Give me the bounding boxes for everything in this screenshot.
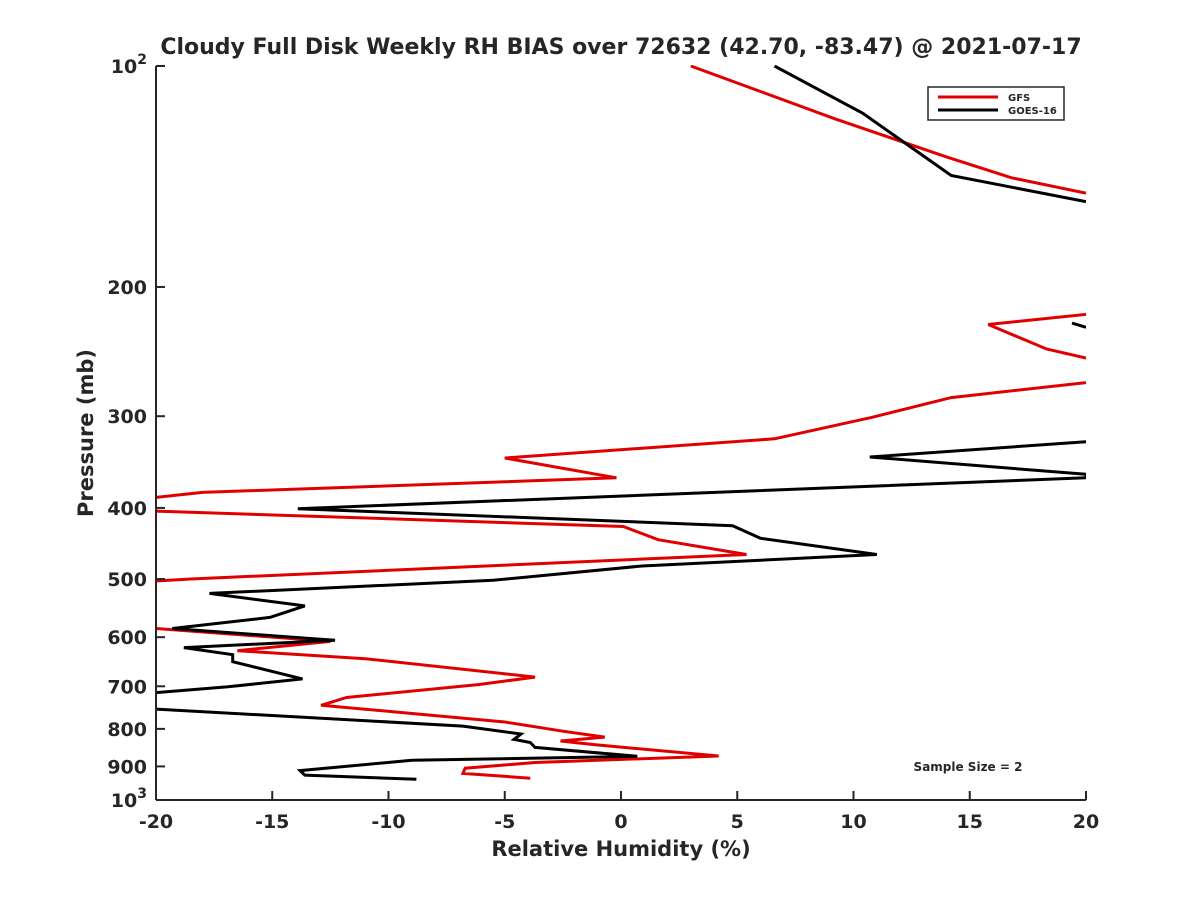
y-tick-label: 500 xyxy=(107,569,147,591)
y-tick-label: 900 xyxy=(107,756,147,778)
series-line-goes-16-seg-2 xyxy=(156,440,1086,695)
y-tick-label: 200 xyxy=(107,277,147,299)
series-line-gfs-seg-1 xyxy=(987,312,1086,360)
series-line-gfs-seg-4 xyxy=(156,627,719,780)
y-tick-label: 700 xyxy=(107,676,147,698)
series-line-goes-16-seg-1 xyxy=(1071,321,1086,329)
x-tick-label: 0 xyxy=(614,811,627,833)
x-tick-label: 20 xyxy=(1073,811,1099,833)
series-layer xyxy=(156,65,1086,781)
legend-label-goes-16: GOES-16 xyxy=(1008,106,1057,117)
x-tick-label: -10 xyxy=(371,811,405,833)
x-tick-label: 15 xyxy=(957,811,983,833)
series-line-goes-16-seg-0 xyxy=(773,65,1086,204)
y-tick-label: 600 xyxy=(107,627,147,649)
y-axis-label: Pressure (mb) xyxy=(74,349,98,517)
x-tick-label: 10 xyxy=(840,811,866,833)
x-tick-label: -20 xyxy=(139,811,173,833)
axes-layer: -20 -15 -10 -5 0 5 10 15 20 102 200 300 400 500 600 700… xyxy=(107,52,1099,833)
sample-size-annotation: Sample Size = 2 xyxy=(914,760,1023,774)
y-tick-label: 800 xyxy=(107,719,147,741)
x-tick-label: -5 xyxy=(494,811,515,833)
series-line-gfs-seg-3 xyxy=(156,509,747,583)
chart-title: Cloudy Full Disk Weekly RH BIAS over 726… xyxy=(160,35,1081,60)
series-line-goes-16-seg-3 xyxy=(156,707,638,781)
y-tick-label: 103 xyxy=(111,786,147,812)
y-tick-label: 102 xyxy=(111,52,147,78)
x-tick-label: 5 xyxy=(731,811,744,833)
series-line-gfs-seg-2 xyxy=(156,381,1086,499)
x-axis-label: Relative Humidity (%) xyxy=(491,837,750,861)
legend-label-gfs: GFS xyxy=(1008,93,1030,104)
y-tick-label: 300 xyxy=(107,406,147,428)
series-line-gfs-seg-0 xyxy=(690,65,1086,195)
legend: GFS GOES-16 xyxy=(927,86,1065,121)
x-tick-label: -15 xyxy=(255,811,289,833)
y-tick-label: 400 xyxy=(107,498,147,520)
legend-box xyxy=(927,86,1065,121)
